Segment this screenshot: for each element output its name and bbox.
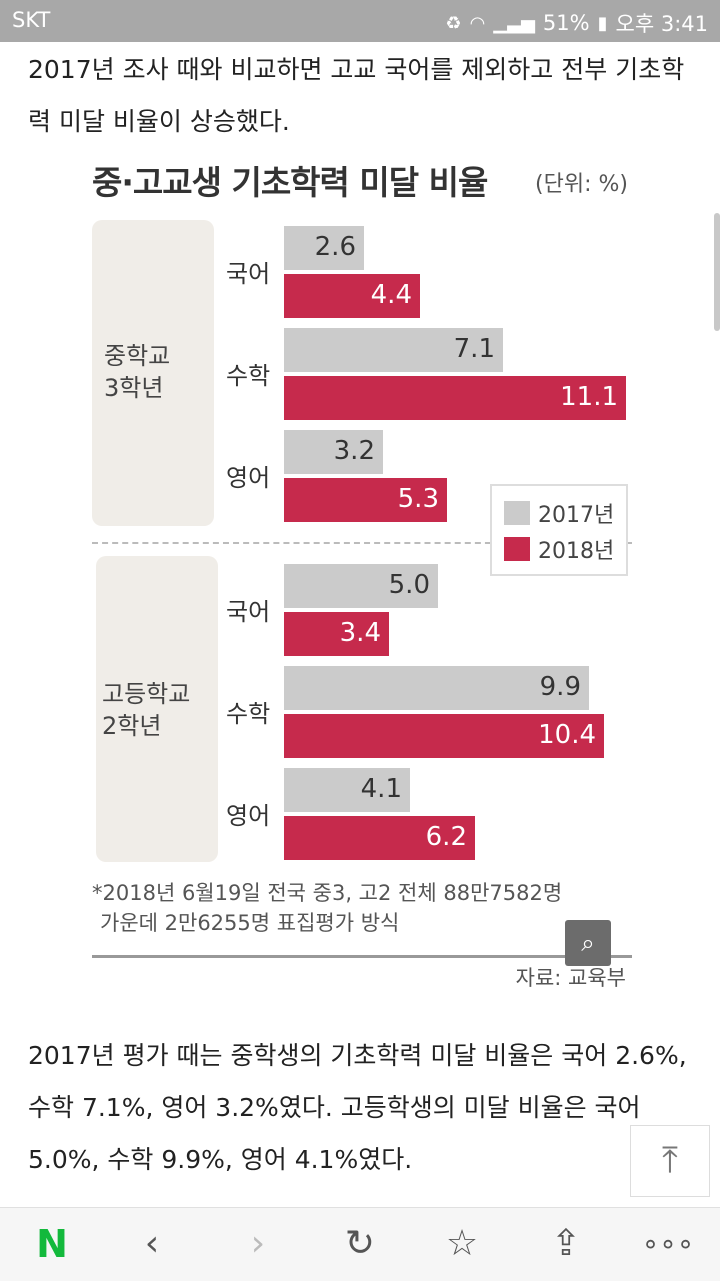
subject-label: 국어 [226, 598, 271, 626]
browser-bottom-bar: N ‹ › ↻ ☆ ⇪ ∘∘∘ [0, 1207, 720, 1281]
legend-item-2017: 2017년 [504, 498, 614, 528]
chart-unit: (단위: %) [535, 172, 628, 197]
footnote-line-2: 가운데 2만6255명 표집평가 방식 [100, 911, 400, 935]
subject-label: 수학 [226, 700, 271, 728]
scroll-indicator[interactable] [714, 213, 720, 331]
figure-rule [92, 955, 632, 958]
battery-icon: ▮ [597, 12, 608, 34]
reload-button[interactable]: ↻ [330, 1218, 390, 1270]
legend: 2017년 2018년 [490, 484, 628, 576]
wifi-icon: ◠ [469, 12, 486, 34]
image-zoom-button[interactable]: ⌕ [565, 920, 611, 966]
carrier-label: SKT [12, 8, 51, 32]
bar-2017: 7.1 [284, 328, 503, 372]
article-paragraph: 2017년 조사 때와 비교하면 고교 국어를 제외하고 전부 기초학력 미달 … [28, 55, 685, 136]
naver-home-button[interactable]: N [22, 1218, 82, 1270]
status-bar: SKT ♻ ◠ ▁▃▅ 51% ▮ 오후 3:41 [0, 0, 720, 42]
subject-label: 영어 [226, 464, 271, 492]
bar-value-label: 3.2 [333, 436, 375, 466]
more-icon: ∘∘∘ [641, 1227, 695, 1260]
bar-value-label: 7.1 [453, 334, 495, 364]
subject-label: 영어 [226, 802, 271, 830]
naver-logo-icon: N [36, 1222, 68, 1266]
bar-value-label: 2.6 [314, 232, 356, 262]
forward-button[interactable]: › [228, 1218, 288, 1270]
bar-2017: 3.2 [284, 430, 383, 474]
recycle-icon: ♻ [445, 12, 462, 34]
footnote-line-1: *2018년 6월19일 전국 중3, 고2 전체 88만7582명 [92, 881, 563, 905]
legend-swatch-2017 [504, 501, 530, 525]
group-box-high [96, 556, 218, 862]
bar-2017: 4.1 [284, 768, 410, 812]
status-right: ♻ ◠ ▁▃▅ 51% ▮ 오후 3:41 [446, 8, 708, 38]
legend-label-2018: 2018년 [538, 539, 615, 564]
bar-2017: 2.6 [284, 226, 364, 270]
group-label-middle: 중학교 3학년 [104, 342, 171, 402]
bar-2018: 5.3 [284, 478, 447, 522]
subject-label: 수학 [226, 362, 271, 390]
back-button[interactable]: ‹ [122, 1218, 182, 1270]
arrow-up-icon: ⤒ [662, 1140, 678, 1181]
bar-2017: 9.9 [284, 666, 589, 710]
legend-swatch-2018 [504, 537, 530, 561]
chart-footnote: *2018년 6월19일 전국 중3, 고2 전체 88만7582명 가운데 2… [92, 878, 632, 938]
bookmark-button[interactable]: ☆ [432, 1218, 492, 1270]
scroll-to-top-button[interactable]: ⤒ [630, 1125, 710, 1197]
bar-value-label: 5.0 [388, 570, 430, 600]
zoom-icon: ⌕ [581, 929, 595, 957]
chart-title: 중·고교생 기초학력 미달 비율 [92, 163, 488, 202]
chart-source: 자료: 교육부 [515, 966, 626, 990]
legend-label-2017: 2017년 [538, 503, 615, 528]
group-box-middle [92, 220, 214, 526]
chart-figure: 중·고교생 기초학력 미달 비율 (단위: %) 중학교 3학년 고등학교 2학년 … [92, 150, 632, 990]
bar-2018: 10.4 [284, 714, 604, 758]
article-paragraph-2: 2017년 평가 때는 중학생의 기초학력 미달 비율은 국어 2.6%, 수학… [28, 1041, 687, 1174]
bar-value-label: 6.2 [425, 822, 467, 852]
group-divider [92, 542, 632, 544]
subject-label: 국어 [226, 260, 271, 288]
bar-2018: 4.4 [284, 274, 420, 318]
bar-value-label: 4.1 [360, 774, 402, 804]
more-button[interactable]: ∘∘∘ [638, 1218, 698, 1270]
bar-2018: 11.1 [284, 376, 626, 420]
legend-item-2018: 2018년 [504, 534, 614, 564]
bar-value-label: 11.1 [560, 382, 618, 412]
bar-value-label: 4.4 [370, 280, 412, 310]
back-icon: ‹ [144, 1223, 160, 1264]
share-icon: ⇪ [550, 1223, 582, 1264]
bar-2018: 3.4 [284, 612, 389, 656]
group-label-high: 고등학교 2학년 [102, 680, 191, 740]
share-button[interactable]: ⇪ [536, 1218, 596, 1270]
bar-value-label: 10.4 [538, 720, 596, 750]
bar-value-label: 3.4 [339, 618, 381, 648]
bar-2018: 6.2 [284, 816, 475, 860]
forward-icon: › [250, 1223, 266, 1264]
bar-value-label: 5.3 [397, 484, 439, 514]
clock: 오후 3:41 [615, 12, 708, 36]
signal-icon: ▁▃▅ [493, 12, 535, 34]
battery-percent: 51% [542, 11, 590, 35]
reload-icon: ↻ [344, 1223, 376, 1264]
bar-value-label: 9.9 [539, 672, 581, 702]
bar-2017: 5.0 [284, 564, 438, 608]
bookmark-icon: ☆ [445, 1223, 479, 1264]
